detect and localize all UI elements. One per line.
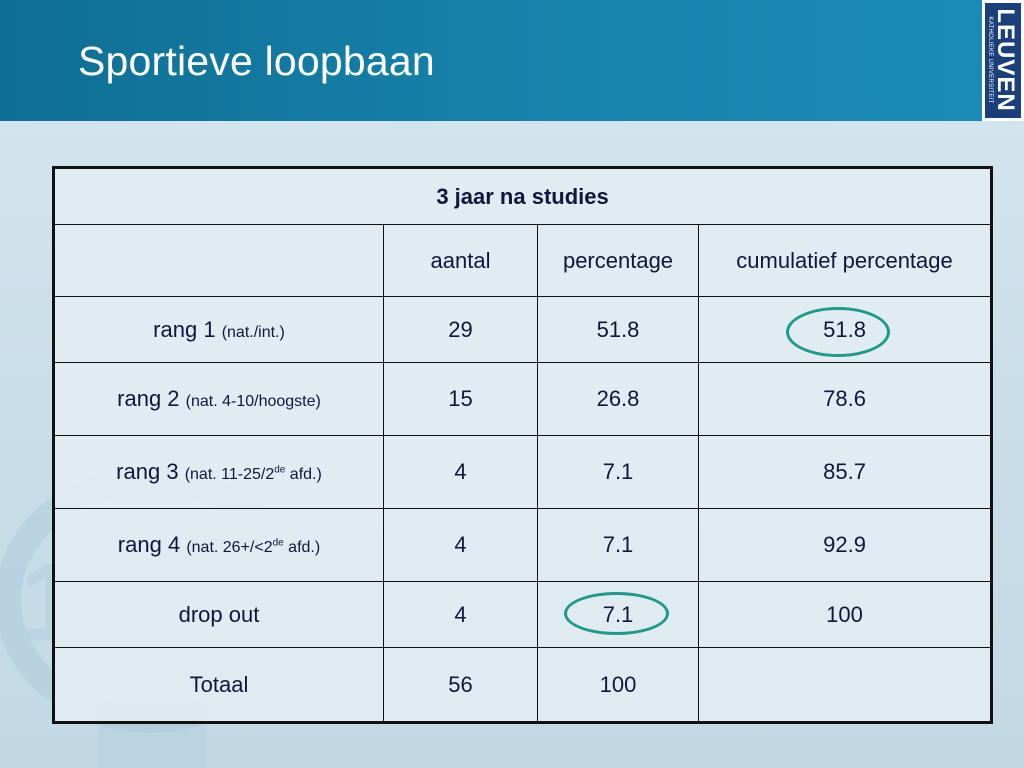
aantal-cell: 15 — [383, 362, 538, 436]
aantal-cell: 56 — [383, 647, 538, 723]
row-detail-tail: afd.) — [283, 539, 321, 556]
row-detail: (nat. 4-10/hoogste) — [185, 393, 321, 410]
row-detail: (nat. 26+/<2de afd.) — [186, 537, 321, 556]
row-detail-text: (nat. 11-25/2 — [184, 466, 275, 483]
table-caption: 3 jaar na studies — [52, 167, 993, 225]
title-bar: Sportieve loopbaan LEUVEN KATHOLIEKE UNI… — [0, 0, 1024, 121]
table-row: rang 3 (nat. 11-25/2de afd.) 4 7.1 85.7 — [53, 435, 993, 509]
percentage-cell: 100 — [537, 647, 699, 723]
row-label-cell: rang 1 (nat./int.) — [53, 296, 384, 363]
row-detail-tail: afd.) — [285, 466, 322, 483]
row-label: rang 2 — [117, 386, 180, 411]
row-label: Totaal — [189, 671, 249, 697]
row-label: rang 3 — [116, 459, 179, 484]
slide-title: Sportieve loopbaan — [78, 38, 435, 84]
row-detail-text: (nat. 26+/<2 — [186, 539, 273, 556]
row-label-cell: rang 4 (nat. 26+/<2de afd.) — [53, 508, 384, 582]
column-header-percentage: percentage — [537, 224, 699, 297]
row-label: rang 4 — [117, 532, 181, 557]
logo-name: LEUVEN — [992, 8, 1019, 112]
aantal-cell: 4 — [383, 581, 538, 648]
cumulatief-cell — [697, 647, 993, 723]
results-table: 3 jaar na studies aantal percentage cumu… — [52, 166, 994, 724]
cumulatief-cell: 92.9 — [697, 508, 993, 582]
highlight-circle-cumulative-rang1 — [786, 307, 890, 357]
cumulatief-cell: 100 — [697, 581, 993, 648]
row-detail: (nat./int.) — [221, 323, 285, 341]
logo-badge: LEUVEN KATHOLIEKE UNIVERSITEIT — [985, 3, 1021, 118]
table-header-row: aantal percentage cumulatief percentage — [53, 224, 993, 297]
row-label-cell: rang 3 (nat. 11-25/2de afd.) — [53, 435, 384, 509]
percentage-cell: 26.8 — [537, 362, 699, 436]
column-header-cumulatief: cumulatief percentage — [697, 224, 993, 297]
aantal-cell: 29 — [383, 296, 538, 363]
column-header-empty — [53, 224, 384, 297]
percentage-cell: 51.8 — [537, 296, 699, 363]
row-label-cell: rang 2 (nat. 4-10/hoogste) — [53, 362, 384, 436]
logo-subtitle: KATHOLIEKE UNIVERSITEIT — [987, 16, 993, 104]
table-row: rang 4 (nat. 26+/<2de afd.) 4 7.1 92.9 — [53, 508, 993, 582]
cumulatief-cell: 78.6 — [697, 362, 993, 436]
row-detail: (nat. 11-25/2de afd.) — [184, 464, 322, 483]
table-row: rang 2 (nat. 4-10/hoogste) 15 26.8 78.6 — [53, 362, 993, 436]
row-label-cell: drop out — [53, 581, 384, 648]
table-caption-row: 3 jaar na studies — [52, 167, 993, 225]
percentage-cell: 7.1 — [537, 435, 699, 509]
row-label-cell: Totaal — [53, 647, 384, 723]
aantal-cell: 4 — [383, 508, 538, 582]
row-label: drop out — [178, 601, 260, 627]
row-label: rang 1 — [153, 316, 216, 342]
university-logo: LEUVEN KATHOLIEKE UNIVERSITEIT — [982, 0, 1024, 121]
highlight-circle-percentage-dropout — [564, 592, 669, 635]
row-detail-superscript: de — [272, 537, 284, 549]
percentage-cell: 7.1 — [537, 508, 699, 582]
cumulatief-cell: 85.7 — [697, 435, 993, 509]
table-row: drop out 4 7.1 100 — [53, 581, 993, 648]
column-header-aantal: aantal — [383, 224, 538, 297]
row-detail-superscript: de — [274, 464, 286, 476]
table-row-total: Totaal 56 100 — [53, 647, 993, 723]
aantal-cell: 4 — [383, 435, 538, 509]
